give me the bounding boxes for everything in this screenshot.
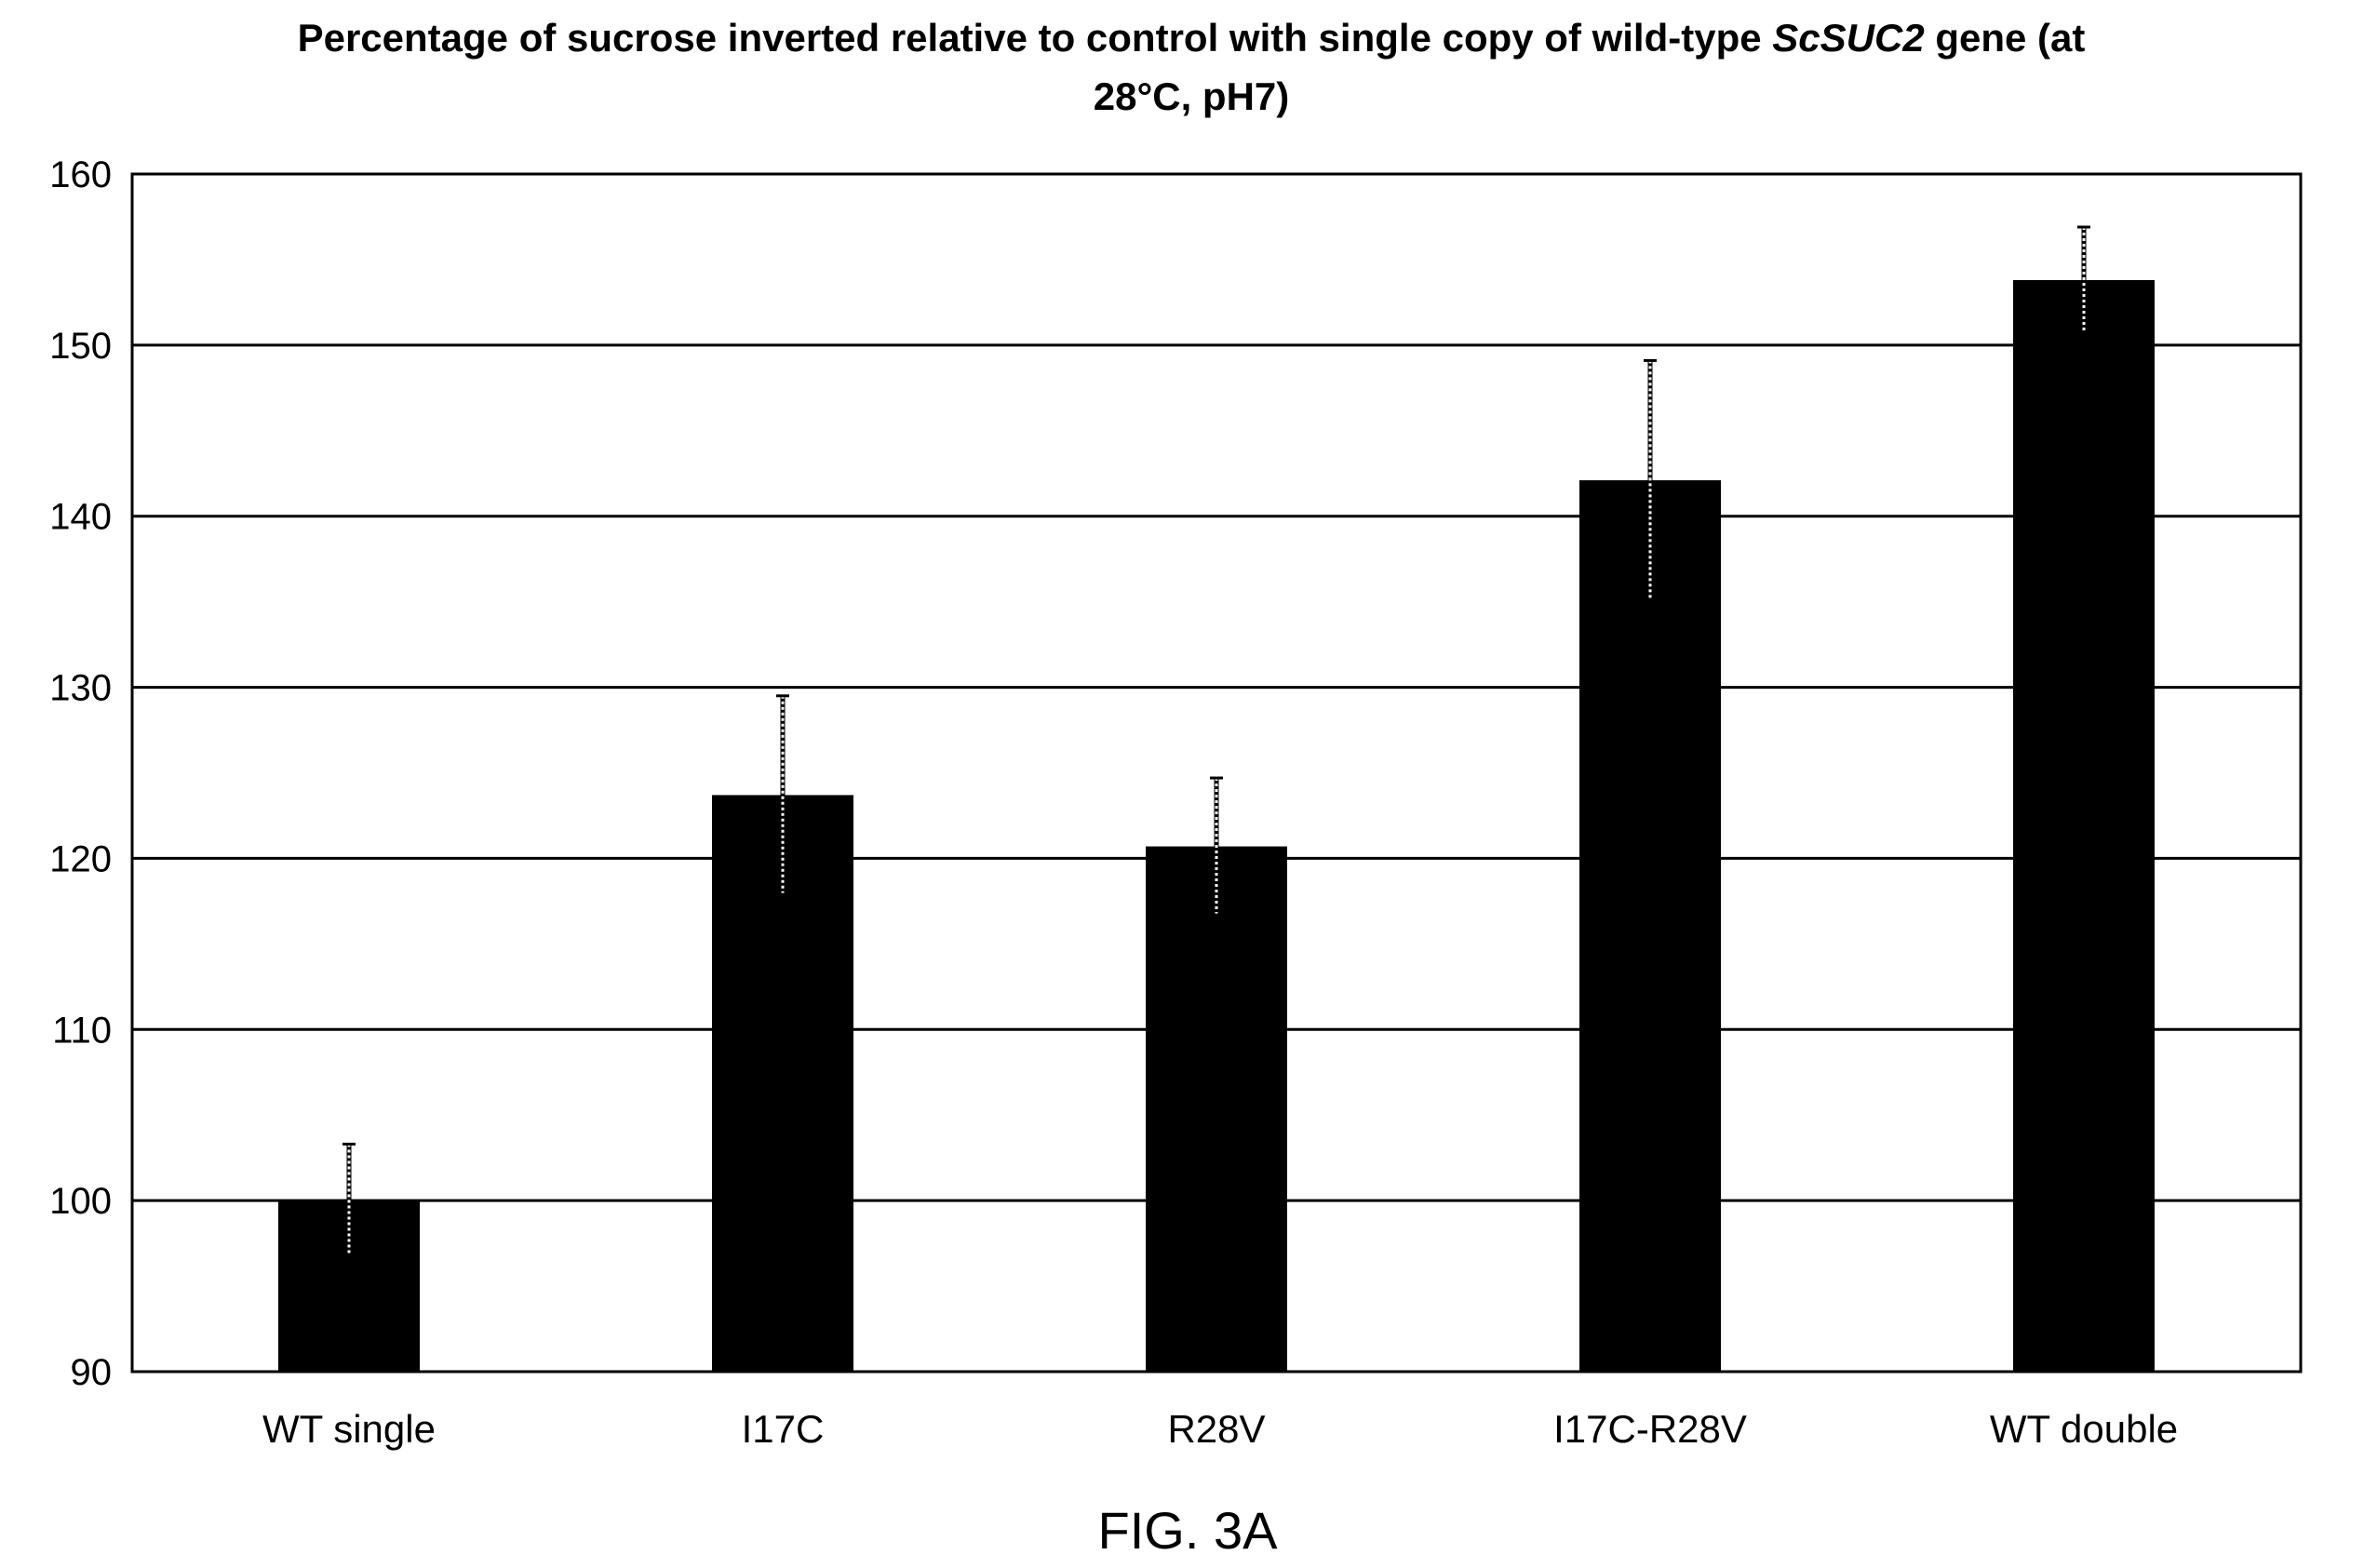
y-tick-label: 100 (49, 1181, 112, 1222)
figure-label: FIG. 3A (1098, 1501, 1279, 1560)
x-axis-category-labels: WT single I17C R28V I17C-R28V WT double (262, 1407, 2178, 1451)
plot-area-frame (130, 172, 2303, 1374)
x-category-label: R28V (1167, 1407, 1265, 1451)
y-tick-label: 120 (49, 838, 112, 879)
y-tick-label: 110 (52, 1010, 112, 1051)
error-bar (343, 1142, 356, 1259)
error-bar (2077, 225, 2090, 335)
x-category-label: WT double (1990, 1407, 2178, 1451)
error-bar (1210, 776, 1223, 917)
bars (278, 279, 2155, 1372)
chart-title-gene: ScSUC2 (1772, 16, 1924, 60)
chart-title-line2: 28°C, pH7) (1094, 74, 1290, 118)
chart-title-line1: Percentage of sucrose inverted relative … (298, 16, 2086, 60)
y-tick-label: 130 (49, 668, 112, 709)
chart-title-prefix: Percentage of sucrose inverted relative … (298, 16, 1773, 60)
error-bars (343, 225, 2090, 1259)
bar (1146, 846, 1287, 1372)
y-axis-tick-labels: 90 100 110 120 130 140 150 160 (49, 154, 112, 1393)
y-tick-label: 160 (49, 154, 112, 195)
bar (2013, 279, 2155, 1372)
y-tick-label: 90 (71, 1352, 113, 1393)
x-category-label: I17C (742, 1407, 825, 1451)
x-category-label: WT single (262, 1407, 436, 1451)
error-bar (1644, 358, 1657, 602)
y-tick-label: 150 (49, 326, 112, 367)
error-bar (776, 694, 789, 896)
x-category-label: I17C-R28V (1553, 1407, 1747, 1451)
bar (1579, 480, 1721, 1372)
chart-title-suffix: gene (at (1925, 16, 2086, 60)
y-tick-label: 140 (49, 497, 112, 538)
